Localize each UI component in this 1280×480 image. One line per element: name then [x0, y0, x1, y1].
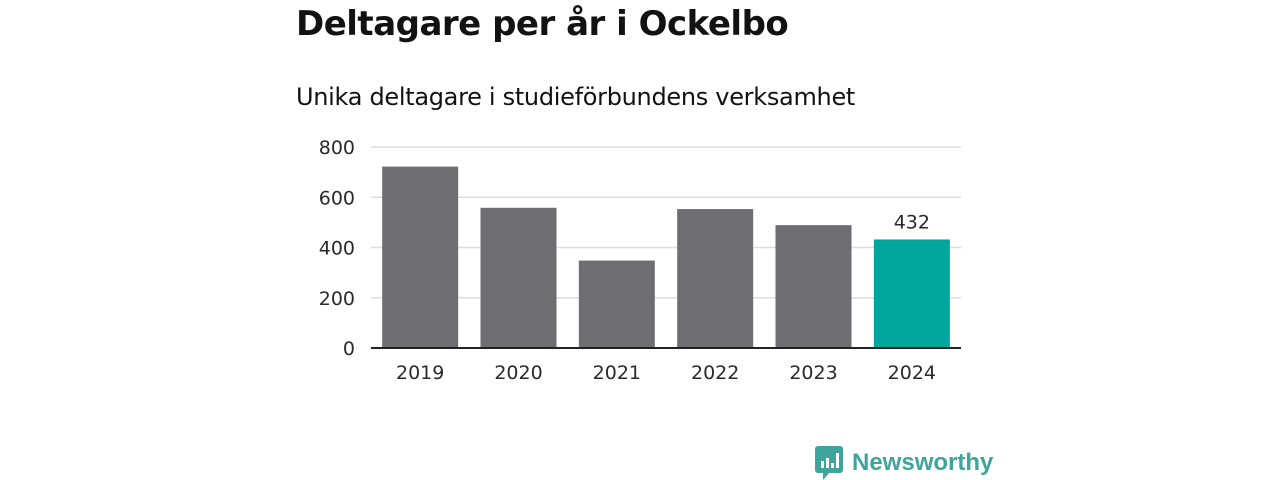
bar-2020	[480, 207, 557, 348]
bar-2023	[775, 225, 852, 348]
x-tick-label: 2019	[396, 362, 444, 384]
x-tick-label: 2024	[888, 362, 936, 384]
data-labels: 432	[894, 211, 930, 233]
y-tick-label: 800	[319, 137, 355, 159]
bar-2019	[382, 166, 459, 348]
x-tick-label: 2022	[691, 362, 739, 384]
newsworthy-brand: Newsworthy	[815, 446, 993, 480]
y-tick-label: 600	[319, 187, 355, 209]
y-tick-label: 200	[319, 288, 355, 310]
y-tick-label: 400	[319, 238, 355, 260]
newsworthy-logo-icon	[815, 446, 843, 480]
chart-title: Deltagare per år i Ockelbo	[296, 4, 789, 44]
data-label-2024: 432	[894, 211, 930, 233]
x-tick-label: 2023	[789, 362, 837, 384]
bar-2024	[873, 239, 950, 348]
bar-2021	[578, 260, 655, 348]
x-tick-label: 2021	[593, 362, 641, 384]
grid-lines	[371, 146, 961, 299]
chart-subtitle: Unika deltagare i studieförbundens verks…	[296, 83, 856, 111]
brand-name: Newsworthy	[852, 449, 994, 476]
x-tick-label: 2020	[494, 362, 542, 384]
x-axis-tick-labels: 2019 2020 2021 2022 2023 2024	[396, 362, 936, 384]
y-tick-label: 0	[343, 338, 355, 360]
bar-2022	[677, 209, 754, 348]
y-axis-tick-labels: 0 200 400 600 800	[319, 137, 355, 360]
bars	[382, 166, 950, 348]
